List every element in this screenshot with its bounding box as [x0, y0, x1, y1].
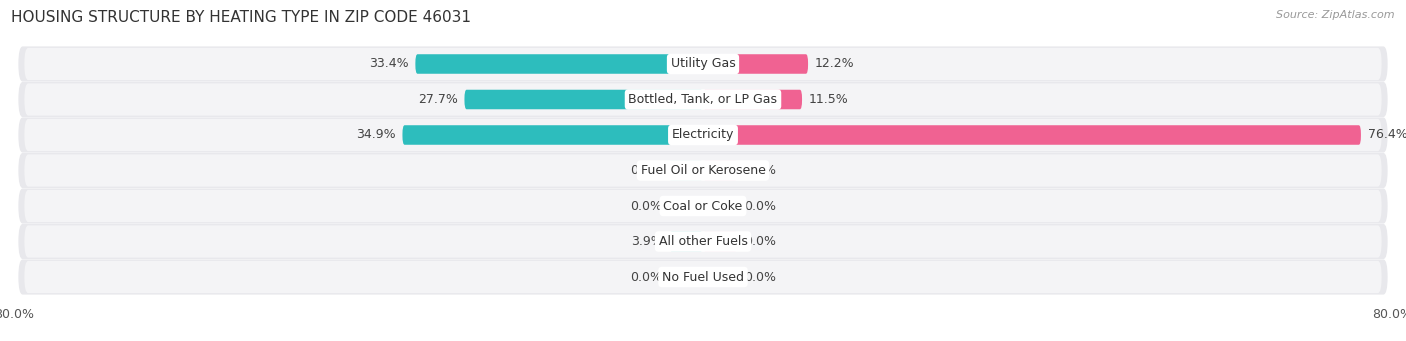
FancyBboxPatch shape — [24, 225, 1382, 258]
FancyBboxPatch shape — [703, 267, 738, 287]
FancyBboxPatch shape — [669, 232, 703, 251]
FancyBboxPatch shape — [703, 196, 738, 216]
FancyBboxPatch shape — [18, 260, 1388, 295]
Text: Bottled, Tank, or LP Gas: Bottled, Tank, or LP Gas — [628, 93, 778, 106]
FancyBboxPatch shape — [703, 125, 1361, 145]
FancyBboxPatch shape — [18, 153, 1388, 188]
Text: All other Fuels: All other Fuels — [658, 235, 748, 248]
Text: 11.5%: 11.5% — [808, 93, 849, 106]
FancyBboxPatch shape — [24, 119, 1382, 151]
Text: Electricity: Electricity — [672, 129, 734, 142]
FancyBboxPatch shape — [703, 90, 801, 109]
FancyBboxPatch shape — [703, 161, 738, 180]
FancyBboxPatch shape — [669, 196, 703, 216]
Text: 34.9%: 34.9% — [356, 129, 395, 142]
Text: No Fuel Used: No Fuel Used — [662, 270, 744, 283]
FancyBboxPatch shape — [464, 90, 703, 109]
FancyBboxPatch shape — [415, 54, 703, 74]
FancyBboxPatch shape — [18, 189, 1388, 224]
Text: 0.0%: 0.0% — [744, 235, 776, 248]
FancyBboxPatch shape — [669, 267, 703, 287]
FancyBboxPatch shape — [18, 82, 1388, 117]
Text: Utility Gas: Utility Gas — [671, 58, 735, 71]
FancyBboxPatch shape — [24, 190, 1382, 222]
FancyBboxPatch shape — [24, 261, 1382, 293]
Text: Coal or Coke: Coal or Coke — [664, 199, 742, 212]
FancyBboxPatch shape — [669, 161, 703, 180]
Text: 0.0%: 0.0% — [744, 270, 776, 283]
FancyBboxPatch shape — [18, 117, 1388, 152]
Text: 12.2%: 12.2% — [815, 58, 855, 71]
Text: 0.0%: 0.0% — [744, 199, 776, 212]
Text: 27.7%: 27.7% — [418, 93, 457, 106]
FancyBboxPatch shape — [703, 54, 808, 74]
FancyBboxPatch shape — [18, 224, 1388, 259]
Text: 0.0%: 0.0% — [744, 164, 776, 177]
Text: Fuel Oil or Kerosene: Fuel Oil or Kerosene — [641, 164, 765, 177]
FancyBboxPatch shape — [24, 48, 1382, 80]
FancyBboxPatch shape — [24, 154, 1382, 187]
Text: Source: ZipAtlas.com: Source: ZipAtlas.com — [1277, 10, 1395, 20]
Text: 0.0%: 0.0% — [630, 199, 662, 212]
FancyBboxPatch shape — [18, 46, 1388, 81]
Text: 0.0%: 0.0% — [630, 164, 662, 177]
Text: 76.4%: 76.4% — [1368, 129, 1406, 142]
Text: 33.4%: 33.4% — [368, 58, 409, 71]
Text: HOUSING STRUCTURE BY HEATING TYPE IN ZIP CODE 46031: HOUSING STRUCTURE BY HEATING TYPE IN ZIP… — [11, 10, 471, 25]
FancyBboxPatch shape — [24, 83, 1382, 116]
FancyBboxPatch shape — [703, 232, 738, 251]
Text: 3.9%: 3.9% — [631, 235, 662, 248]
Text: 0.0%: 0.0% — [630, 270, 662, 283]
FancyBboxPatch shape — [402, 125, 703, 145]
